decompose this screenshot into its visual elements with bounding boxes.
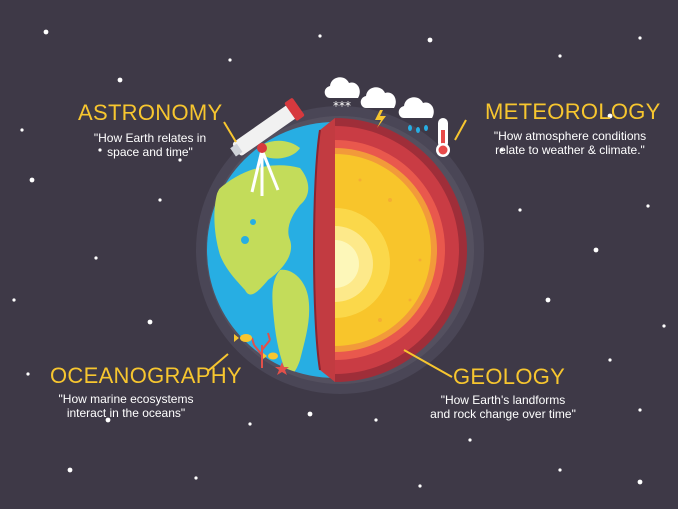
star [67, 467, 73, 473]
star [98, 148, 102, 152]
star [518, 208, 522, 212]
star [20, 128, 24, 132]
star [26, 372, 30, 376]
inner-core-center [335, 240, 359, 288]
snow-cloud-icon: *** [324, 77, 360, 113]
star [307, 411, 313, 417]
star [593, 247, 599, 253]
star [228, 58, 232, 62]
star [374, 418, 378, 422]
geology-title: GEOLOGY [453, 364, 566, 389]
oceanography-description: "How marine ecosystems interact in the o… [58, 392, 194, 420]
continents [214, 140, 310, 376]
star [500, 148, 504, 152]
star [558, 54, 562, 58]
fish-icon [234, 334, 278, 360]
earth-surface-half [207, 122, 335, 378]
storm-cloud-icon [360, 87, 396, 128]
star [608, 358, 612, 362]
cut-edge [314, 118, 335, 382]
star [29, 177, 35, 183]
star [318, 34, 322, 38]
earth-cross-section [313, 118, 467, 382]
oceanography-section: OCEANOGRAPHY "How marine ecosystems inte… [50, 363, 242, 421]
connector-lines [207, 119, 467, 378]
coral-icon [251, 332, 271, 368]
star [12, 298, 16, 302]
astronomy-title: ASTRONOMY [78, 100, 223, 125]
starfish-icon [275, 362, 289, 375]
star [662, 324, 666, 328]
meteorology-description: "How atmosphere conditions relate to wea… [493, 129, 647, 157]
star [638, 36, 642, 40]
meteorology-section: METEOROLOGY "How atmosphere conditions r… [480, 99, 661, 158]
star [468, 438, 472, 442]
star [545, 297, 551, 303]
star [637, 479, 643, 485]
star [646, 204, 650, 208]
geology-section: GEOLOGY "How Earth's landforms and rock … [418, 364, 588, 422]
star [248, 422, 252, 426]
star [178, 158, 182, 162]
star [158, 198, 162, 202]
star [427, 37, 433, 43]
star [418, 484, 422, 488]
astronomy-section: ASTRONOMY "How Earth relates in space an… [78, 100, 228, 160]
astronomy-description: "How Earth relates in space and time" [93, 131, 207, 159]
thermometer-icon [436, 118, 450, 157]
svg-text:***: *** [333, 99, 351, 113]
star [117, 77, 123, 83]
star [94, 256, 98, 260]
star [558, 468, 562, 472]
star-field [12, 29, 666, 488]
rain-cloud-icon [398, 97, 434, 133]
oceanography-title: OCEANOGRAPHY [50, 363, 242, 388]
meteorology-title: METEOROLOGY [485, 99, 661, 124]
star [638, 408, 642, 412]
geology-description: "How Earth's landforms and rock change o… [430, 393, 576, 421]
star [194, 476, 198, 480]
star [607, 113, 613, 119]
star [105, 417, 111, 423]
telescope-icon [230, 98, 305, 196]
star [147, 319, 153, 325]
star [43, 29, 49, 35]
